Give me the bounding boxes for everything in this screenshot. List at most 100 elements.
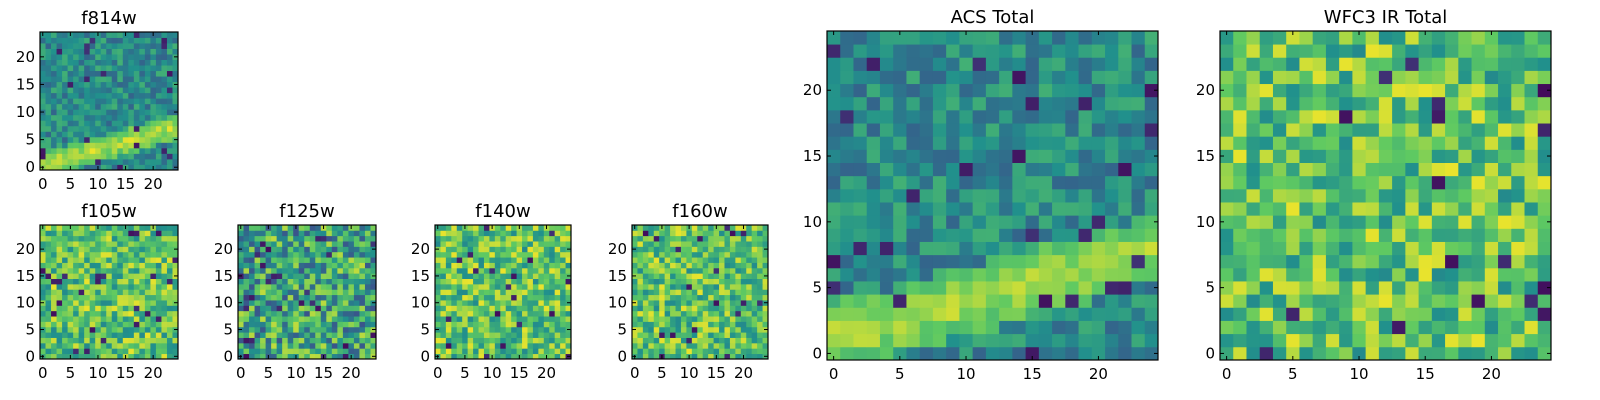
heatmap-cell bbox=[315, 310, 322, 317]
heatmap-cell bbox=[106, 251, 113, 258]
heatmap-cell bbox=[740, 241, 747, 247]
y-tick-label: 20 bbox=[1196, 81, 1215, 99]
heatmap-cell bbox=[746, 305, 753, 312]
heatmap-cell bbox=[713, 321, 720, 328]
heatmap-cell bbox=[985, 96, 1000, 111]
heatmap-cell bbox=[106, 109, 113, 116]
heatmap-cell bbox=[106, 332, 113, 338]
heatmap-cell bbox=[697, 267, 704, 274]
y-tick-label: 20 bbox=[803, 81, 822, 99]
heatmap-cell bbox=[106, 114, 113, 121]
heatmap-cell bbox=[133, 125, 140, 132]
heatmap-cell bbox=[133, 147, 140, 154]
heatmap-cell bbox=[451, 326, 458, 333]
heatmap-cell bbox=[128, 158, 135, 165]
heatmap-cell bbox=[642, 278, 649, 285]
heatmap-cell bbox=[866, 162, 881, 177]
heatmap-cell bbox=[972, 136, 987, 150]
heatmap-cell bbox=[1498, 267, 1512, 282]
heatmap-cell bbox=[364, 348, 371, 355]
heatmap-cell bbox=[554, 246, 561, 253]
heatmap-cell bbox=[337, 241, 344, 247]
heatmap-cell bbox=[106, 87, 113, 94]
heatmap-cell bbox=[1220, 149, 1234, 163]
heatmap-cell bbox=[632, 321, 638, 328]
heatmap-cell bbox=[106, 353, 113, 360]
heatmap-cell bbox=[664, 289, 671, 296]
heatmap-cell bbox=[67, 230, 74, 237]
heatmap-cell bbox=[238, 230, 244, 237]
heatmap-cell bbox=[254, 310, 261, 317]
heatmap-cell bbox=[271, 262, 278, 269]
heatmap-cell bbox=[724, 257, 731, 263]
heatmap-cell bbox=[653, 241, 660, 247]
heatmap-cell bbox=[637, 246, 644, 253]
heatmap-cell bbox=[172, 114, 179, 121]
heatmap-cell bbox=[1052, 241, 1066, 256]
heatmap-cell bbox=[95, 142, 102, 149]
heatmap-cell bbox=[40, 310, 46, 317]
heatmap-cell bbox=[445, 332, 452, 338]
heatmap-cell bbox=[751, 321, 758, 328]
heatmap-cell bbox=[1065, 294, 1079, 308]
heatmap-cell bbox=[757, 300, 763, 306]
heatmap-cell bbox=[1405, 254, 1419, 269]
heatmap-cell bbox=[100, 289, 107, 296]
heatmap-cell bbox=[932, 57, 947, 71]
heatmap-cell bbox=[1445, 241, 1459, 256]
heatmap-cell bbox=[370, 283, 377, 290]
heatmap-cell bbox=[100, 262, 107, 269]
heatmap-cell bbox=[740, 273, 747, 279]
heatmap-cell bbox=[1445, 123, 1459, 137]
heatmap-cell bbox=[1511, 346, 1525, 361]
heatmap-cell bbox=[111, 294, 118, 301]
heatmap-cell bbox=[840, 281, 854, 295]
heatmap-cell bbox=[298, 305, 305, 312]
heatmap-cell bbox=[161, 278, 168, 285]
heatmap-cell bbox=[304, 337, 311, 344]
heatmap-cell bbox=[315, 251, 322, 258]
heatmap-cell bbox=[1118, 320, 1132, 335]
heatmap-cell bbox=[985, 320, 1000, 335]
heatmap-cell bbox=[243, 294, 250, 301]
heatmap-cell bbox=[478, 257, 485, 263]
heatmap-cell bbox=[919, 281, 934, 295]
heatmap-cell bbox=[309, 257, 316, 263]
heatmap-cell bbox=[946, 215, 960, 229]
heatmap-cell bbox=[853, 123, 868, 137]
heatmap-cell bbox=[1511, 136, 1525, 150]
heatmap-cell bbox=[1131, 215, 1146, 229]
heatmap-cell bbox=[45, 87, 52, 94]
heatmap-cell bbox=[1091, 136, 1106, 150]
heatmap-cell bbox=[84, 294, 91, 301]
heatmap-cell bbox=[78, 348, 85, 355]
heatmap-cell bbox=[117, 353, 124, 360]
heatmap-cell bbox=[1038, 136, 1053, 150]
heatmap-cell bbox=[161, 37, 168, 44]
heatmap-cell bbox=[440, 305, 447, 312]
heatmap-cell bbox=[370, 262, 377, 269]
heatmap-cell bbox=[1091, 188, 1106, 203]
heatmap-cell bbox=[664, 251, 671, 258]
heatmap-cell bbox=[1445, 281, 1459, 295]
heatmap-cell bbox=[1445, 96, 1459, 111]
heatmap-cell bbox=[117, 310, 124, 317]
heatmap-cell bbox=[1259, 123, 1274, 137]
heatmap-cell bbox=[161, 225, 168, 231]
heatmap-cell bbox=[353, 273, 360, 279]
heatmap-cell bbox=[260, 273, 266, 279]
heatmap-cell bbox=[1431, 96, 1446, 111]
heatmap-cell bbox=[440, 278, 447, 285]
heatmap-cell bbox=[161, 300, 168, 306]
heatmap-cell bbox=[543, 278, 550, 285]
heatmap-cell bbox=[166, 109, 173, 116]
heatmap-cell bbox=[84, 81, 91, 88]
heatmap-cell bbox=[62, 164, 68, 171]
heatmap-cell bbox=[364, 353, 371, 360]
heatmap-cell bbox=[161, 342, 168, 349]
heatmap-cell bbox=[1325, 320, 1340, 335]
heatmap-cell bbox=[62, 332, 68, 338]
heatmap-cell bbox=[1220, 70, 1234, 85]
heatmap-cell bbox=[435, 283, 441, 290]
